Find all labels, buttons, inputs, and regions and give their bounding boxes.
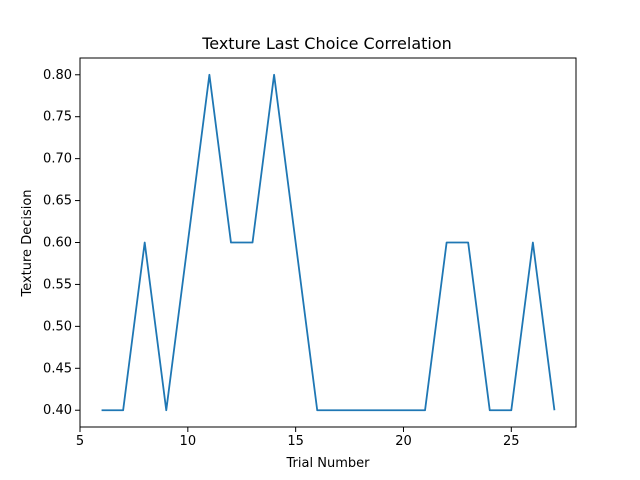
y-tick-label: 0.45 [43,361,72,376]
y-tick-label: 0.40 [43,403,72,418]
y-tick-label: 0.70 [43,152,72,167]
y-axis-label: Texture Decision [20,189,35,297]
y-tick-label: 0.75 [43,110,72,125]
y-axis-ticks: 0.40 0.45 0.50 0.55 0.60 0.65 0.70 0.75 0.80 [43,68,80,418]
y-tick-label: 0.80 [43,68,72,83]
y-tick-label: 0.65 [43,194,72,209]
series-line [101,73,556,412]
y-tick-label: 0.55 [43,277,72,292]
chart-title: Texture Last Choice Correlation [201,34,452,53]
y-tick-label: 0.50 [43,319,72,334]
y-tick-label: 0.60 [43,236,72,251]
x-axis-label: Trial Number [286,456,371,471]
x-tick-label: 20 [395,434,412,449]
x-tick-label: 5 [76,434,84,449]
x-tick-label: 15 [287,434,304,449]
x-tick-label: 10 [180,434,197,449]
x-tick-label: 25 [503,434,520,449]
x-axis-ticks: 5 10 15 20 25 [76,427,520,449]
